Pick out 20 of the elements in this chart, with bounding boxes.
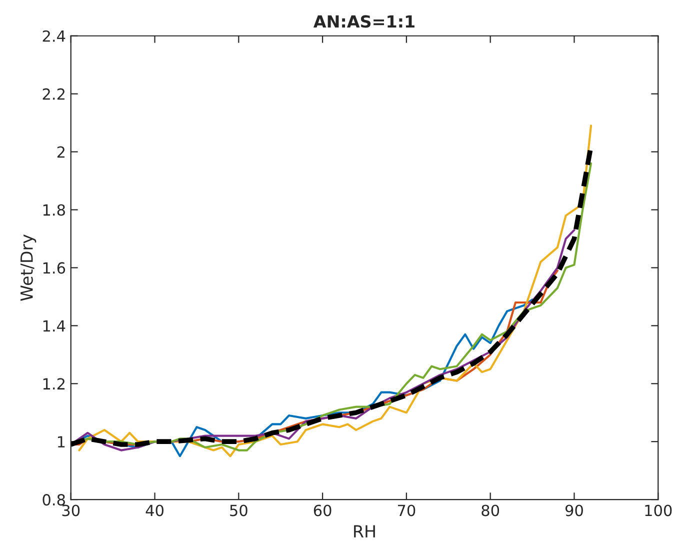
x-tick-label: 40 xyxy=(146,504,164,516)
y-tick-label: 1 xyxy=(58,436,65,448)
x-tick-label: 70 xyxy=(398,504,416,516)
x-axis-title: RH xyxy=(354,525,375,538)
x-tick-label: 60 xyxy=(314,504,332,516)
y-axis-title: Wet/Dry xyxy=(20,234,36,301)
y-tick-label: 2.4 xyxy=(42,30,66,42)
x-tick-label: 90 xyxy=(565,504,583,516)
y-tick-label: 1.4 xyxy=(43,320,66,332)
y-tick-label: 2.2 xyxy=(42,88,64,100)
y-tick-label: 0.8 xyxy=(42,494,65,506)
x-tick-label: 50 xyxy=(230,504,248,516)
y-tick-label: 1.6 xyxy=(43,262,66,274)
x-tick-label: 30 xyxy=(62,504,80,516)
x-tick-label: 80 xyxy=(482,504,500,516)
y-tick-label: 1.8 xyxy=(43,204,65,216)
y-tick-label: 1.2 xyxy=(43,378,64,390)
x-tick-label: 100 xyxy=(645,504,672,516)
y-tick-label: 2 xyxy=(57,146,64,158)
chart-title: AN:AS=1:1 xyxy=(313,15,414,28)
